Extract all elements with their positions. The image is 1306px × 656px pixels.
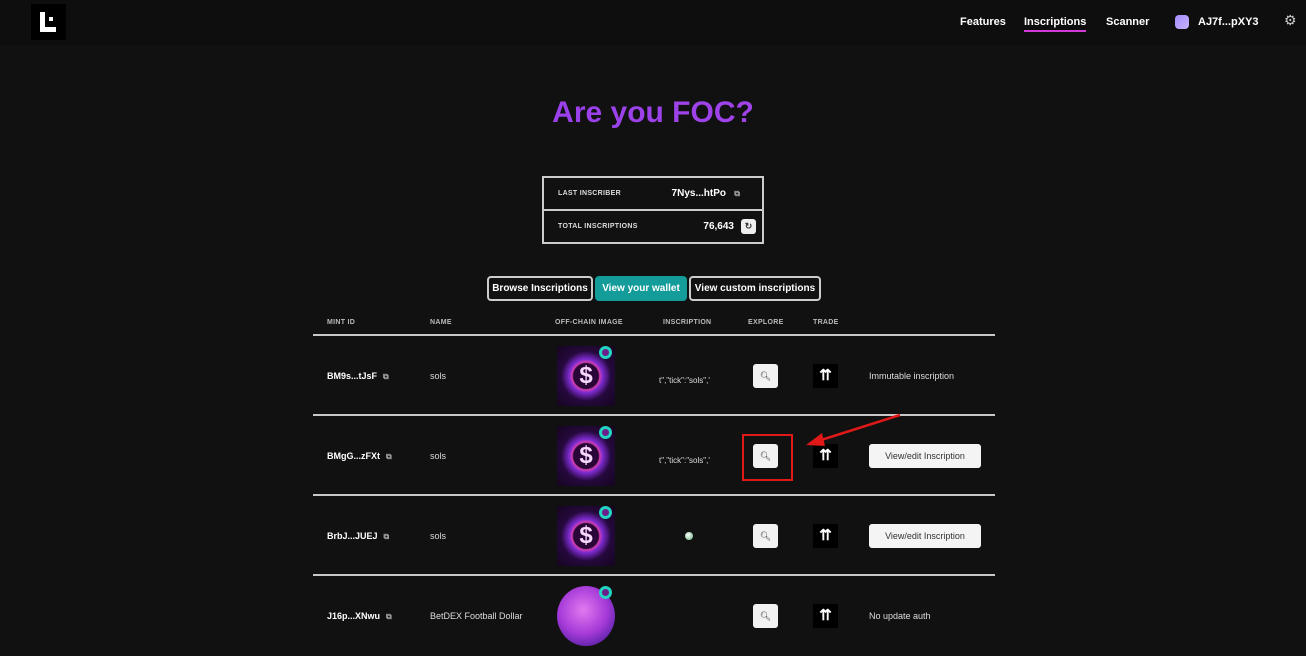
divider <box>313 334 995 336</box>
view-edit-inscription-button[interactable]: View/edit Inscription <box>869 524 981 548</box>
badge-icon <box>599 426 612 439</box>
nav-features[interactable]: Features <box>960 16 1006 28</box>
divider <box>313 574 995 576</box>
trade-icon: ⇈ <box>819 607 832 624</box>
tab-browse-inscriptions[interactable]: Browse Inscriptions <box>487 276 593 301</box>
trade-button[interactable]: ⇈ <box>813 364 838 388</box>
search-icon: 🔍︎ <box>759 531 772 541</box>
page-title: Are you FOC? <box>0 96 1306 130</box>
search-icon: 🔍︎ <box>759 371 772 381</box>
nav-inscriptions[interactable]: Inscriptions <box>1024 16 1087 32</box>
total-inscriptions-value: 76,643 <box>703 221 734 232</box>
table-row: BrbJ...JUEJ ⧉ sols $ 🔍︎ ⇈ View/edit Inscr… <box>313 496 995 576</box>
inscription-text: t","tick":"sols",' <box>659 376 710 385</box>
annotation-arrow <box>806 413 901 446</box>
token-name: sols <box>430 531 447 541</box>
token-name: sols <box>430 451 447 461</box>
copy-icon[interactable]: ⧉ <box>386 452 392 461</box>
stats-box: LAST INSCRIBER 7Nys...htPo ⧉ TOTAL INSCR… <box>542 176 764 244</box>
badge-icon <box>599 506 612 519</box>
copy-icon[interactable]: ⧉ <box>734 189 740 198</box>
copy-icon[interactable]: ⧉ <box>383 372 389 381</box>
explore-button[interactable]: 🔍︎ <box>753 524 778 548</box>
token-name: BetDEX Football Dollar <box>430 611 523 621</box>
trade-icon: ⇈ <box>819 527 832 544</box>
trade-icon: ⇈ <box>819 447 832 464</box>
status-text: Immutable inscription <box>869 371 955 381</box>
badge-icon <box>599 346 612 359</box>
refresh-icon[interactable]: ↻ <box>741 219 756 234</box>
col-off-chain-image: OFF-CHAIN IMAGE <box>555 319 623 326</box>
explore-button[interactable]: 🔍︎ <box>753 604 778 628</box>
trade-button[interactable]: ⇈ <box>813 604 838 628</box>
status-text: No update auth <box>869 611 931 621</box>
col-explore: EXPLORE <box>748 319 784 326</box>
copy-icon[interactable]: ⧉ <box>386 612 392 621</box>
mint-id: BrbJ...JUEJ ⧉ <box>327 531 390 541</box>
trade-button[interactable]: ⇈ <box>813 524 838 548</box>
divider <box>313 414 995 416</box>
logo[interactable] <box>31 4 66 40</box>
wallet-icon <box>1175 15 1189 29</box>
badge-icon <box>599 586 612 599</box>
nav-scanner[interactable]: Scanner <box>1106 16 1150 28</box>
mint-id: BMgG...zFXt ⧉ <box>327 451 392 461</box>
mint-id: BM9s...tJsF ⧉ <box>327 371 389 381</box>
annotation-highlight-box <box>742 434 793 481</box>
divider <box>313 494 995 496</box>
last-inscriber-value: 7Nys...htPo <box>671 188 726 199</box>
tab-view-your-wallet[interactable]: View your wallet <box>595 276 687 301</box>
top-nav: Features Inscriptions Scanner AJ7f...pXY… <box>0 0 1306 45</box>
trade-button[interactable]: ⇈ <box>813 444 838 468</box>
explore-button[interactable]: 🔍︎ <box>753 444 778 468</box>
col-name: NAME <box>430 319 452 326</box>
last-inscriber-label: LAST INSCRIBER <box>558 190 621 197</box>
inscription-text: t","tick":"sols",' <box>659 456 710 465</box>
trade-icon: ⇈ <box>819 367 832 384</box>
table-row: BM9s...tJsF ⧉ sols $ t","tick":"sols",' 🔍… <box>313 336 995 416</box>
copy-icon[interactable]: ⧉ <box>383 532 390 541</box>
col-mint-id: MINT ID <box>327 319 356 326</box>
token-name: sols <box>430 371 447 381</box>
inscription-image <box>685 532 693 540</box>
wallet-button[interactable]: AJ7f...pXY3 <box>1198 16 1259 28</box>
explore-button[interactable]: 🔍︎ <box>753 364 778 388</box>
mint-id: J16p...XNwu ⧉ <box>327 611 392 621</box>
tab-view-custom-inscriptions[interactable]: View custom inscriptions <box>689 276 821 301</box>
gear-icon[interactable]: ⚙ <box>1284 12 1297 28</box>
search-icon: 🔍︎ <box>759 611 772 621</box>
col-inscription: INSCRIPTION <box>663 319 712 326</box>
col-trade: TRADE <box>813 319 839 326</box>
table-row: BMgG...zFXt ⧉ sols $ t","tick":"sols",' 🔍… <box>313 416 995 496</box>
view-edit-inscription-button[interactable]: View/edit Inscription <box>869 444 981 468</box>
total-inscriptions-label: TOTAL INSCRIPTIONS <box>558 223 638 230</box>
search-icon: 🔍︎ <box>759 451 772 461</box>
